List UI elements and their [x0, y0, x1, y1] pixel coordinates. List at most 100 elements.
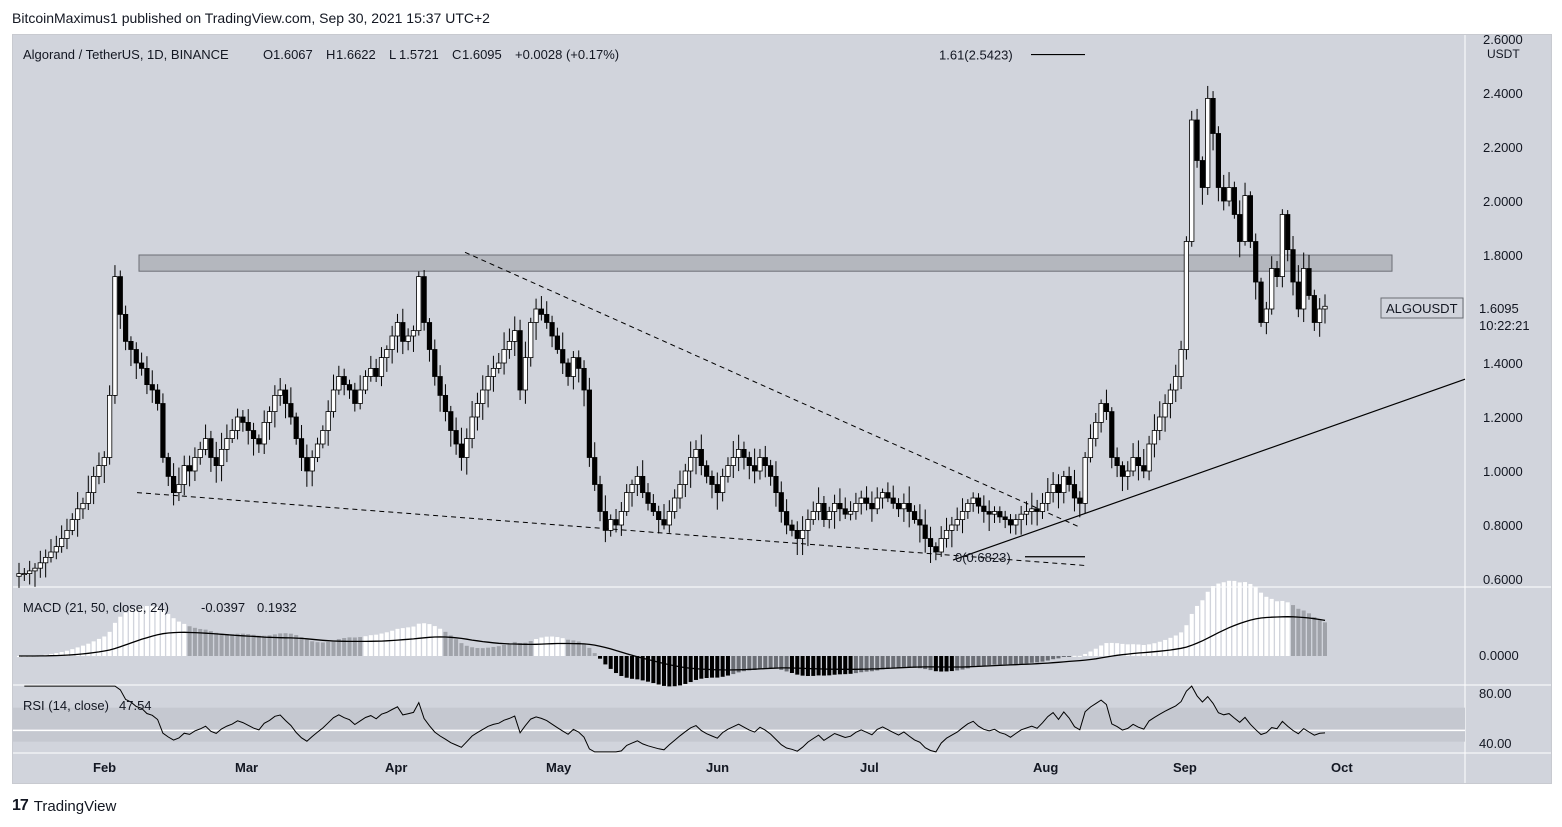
candle-body — [565, 362, 571, 377]
candle-body — [272, 394, 278, 412]
macd-histogram-bar — [992, 656, 997, 665]
tradingview-logo-icon: 17 — [12, 797, 29, 814]
macd-histogram-bar — [827, 656, 832, 676]
macd-histogram-bar — [843, 656, 848, 675]
macd-label[interactable]: MACD (21, 50, close, 24) — [23, 600, 169, 615]
candle-body — [890, 497, 896, 504]
candle-body — [389, 335, 395, 350]
macd-histogram-bar — [907, 656, 912, 668]
candle-body — [368, 367, 374, 377]
candle-body — [501, 349, 507, 364]
trendlines[interactable] — [136, 251, 1466, 566]
candle-body — [320, 430, 326, 445]
macd-histogram-bar — [720, 656, 725, 677]
candle-body — [815, 502, 822, 512]
candle-body — [453, 430, 459, 445]
candle-body — [176, 484, 182, 493]
macd-histogram-bar — [933, 656, 938, 672]
symbol-title[interactable]: Algorand / TetherUS, 1D, BINANCE — [23, 47, 229, 62]
rsi-label[interactable]: RSI (14, close) — [23, 698, 109, 713]
candle-body — [714, 484, 720, 493]
candle-body — [1130, 457, 1136, 472]
macd-histogram-bar — [390, 630, 395, 656]
candle-body — [1183, 241, 1190, 350]
macd-histogram-bar — [432, 626, 437, 656]
macd-histogram-bar — [837, 656, 842, 675]
macd-histogram-bar — [443, 631, 448, 656]
candle-body — [586, 389, 592, 458]
macd-histogram-bar — [102, 636, 107, 656]
candle-body — [522, 357, 529, 391]
candle-body — [986, 511, 992, 515]
candle-body — [325, 411, 331, 431]
candle-body — [112, 276, 118, 396]
macd-histogram-bar — [496, 646, 501, 656]
candle-body — [1322, 305, 1328, 310]
candle-body — [1013, 519, 1019, 526]
symbol-price-tag-box[interactable] — [1380, 297, 1464, 319]
candle-body — [362, 376, 369, 391]
macd-histogram-bar — [1291, 605, 1296, 656]
macd-histogram-bar — [832, 656, 837, 675]
macd-histogram-bar — [267, 635, 272, 656]
macd-histogram-bar — [374, 634, 379, 656]
macd-histogram-bar — [768, 656, 773, 669]
candle-body — [1194, 119, 1200, 161]
macd-histogram-bar — [166, 614, 171, 656]
time-axis[interactable]: Feb Mar Apr May Jun Jul Aug Sep Oct — [93, 760, 1353, 775]
candle-body — [762, 457, 768, 467]
candle-body — [256, 438, 262, 445]
macd-histogram-bar — [635, 656, 640, 680]
candle-body — [720, 475, 726, 493]
macd-histogram-bar — [518, 643, 523, 656]
candle-body — [133, 349, 139, 364]
macd-histogram-bar — [789, 656, 794, 673]
chart-canvas[interactable]: 1.61(2.5423) 0(0.6823) 2.6000 2.4000 2.200… — [13, 32, 1551, 783]
ascending-support-line — [952, 378, 1466, 561]
candle-body — [778, 492, 784, 512]
candle-body — [266, 411, 273, 423]
macd-histogram-bar — [502, 644, 507, 656]
macd-histogram-bar — [1253, 587, 1258, 656]
chart-frame[interactable]: 1.61(2.5423) 0(0.6823) 2.6000 2.4000 2.200… — [12, 32, 1552, 784]
macd-histogram-bar — [944, 656, 949, 672]
macd-histogram-bar — [112, 622, 117, 656]
rsi-pane[interactable] — [13, 685, 1465, 753]
candle-body — [922, 524, 928, 539]
candle-body — [1295, 281, 1301, 310]
macd-histogram-bar — [1152, 643, 1157, 656]
candle-body — [432, 349, 438, 377]
macd-histogram-bar — [422, 623, 427, 656]
macd-histogram-bar — [1168, 637, 1173, 656]
macd-histogram-bar — [725, 656, 730, 676]
macd-histogram-bar — [400, 628, 405, 656]
candle-body — [464, 438, 470, 458]
candle-body — [741, 448, 747, 458]
macd-histogram-bar — [566, 639, 571, 656]
macd-pane[interactable] — [17, 580, 1327, 687]
macd-histogram-bar — [1200, 600, 1205, 656]
macd-histogram-bar — [534, 639, 539, 656]
macd-histogram-bar — [853, 656, 858, 674]
axis-unit-label: USDT — [1487, 47, 1520, 61]
candle-body — [1231, 187, 1237, 215]
macd-histogram-bar — [1221, 582, 1226, 656]
publisher-line: BitcoinMaximus1 published on TradingView… — [12, 10, 490, 26]
candle-body — [805, 519, 811, 531]
footer-brand[interactable]: 17 TradingView — [12, 797, 116, 815]
macd-histogram-bar — [1243, 582, 1248, 656]
macd-histogram-bar — [987, 656, 992, 666]
candle-body — [1103, 403, 1110, 413]
macd-histogram-bar — [272, 634, 277, 656]
candle-body — [341, 376, 347, 386]
macd-histogram-bar — [1141, 644, 1146, 656]
candle-body — [794, 529, 800, 539]
macd-histogram-bar — [75, 647, 80, 656]
resistance-zone[interactable] — [138, 254, 1393, 272]
macd-histogram-bar — [144, 606, 149, 656]
macd-histogram-bar — [656, 656, 661, 685]
candle-body — [245, 421, 251, 431]
fib-top-label: 1.61(2.5423) — [939, 48, 1013, 63]
last-price-tag-box[interactable] — [1475, 298, 1541, 334]
macd-histogram-bar — [971, 656, 976, 668]
